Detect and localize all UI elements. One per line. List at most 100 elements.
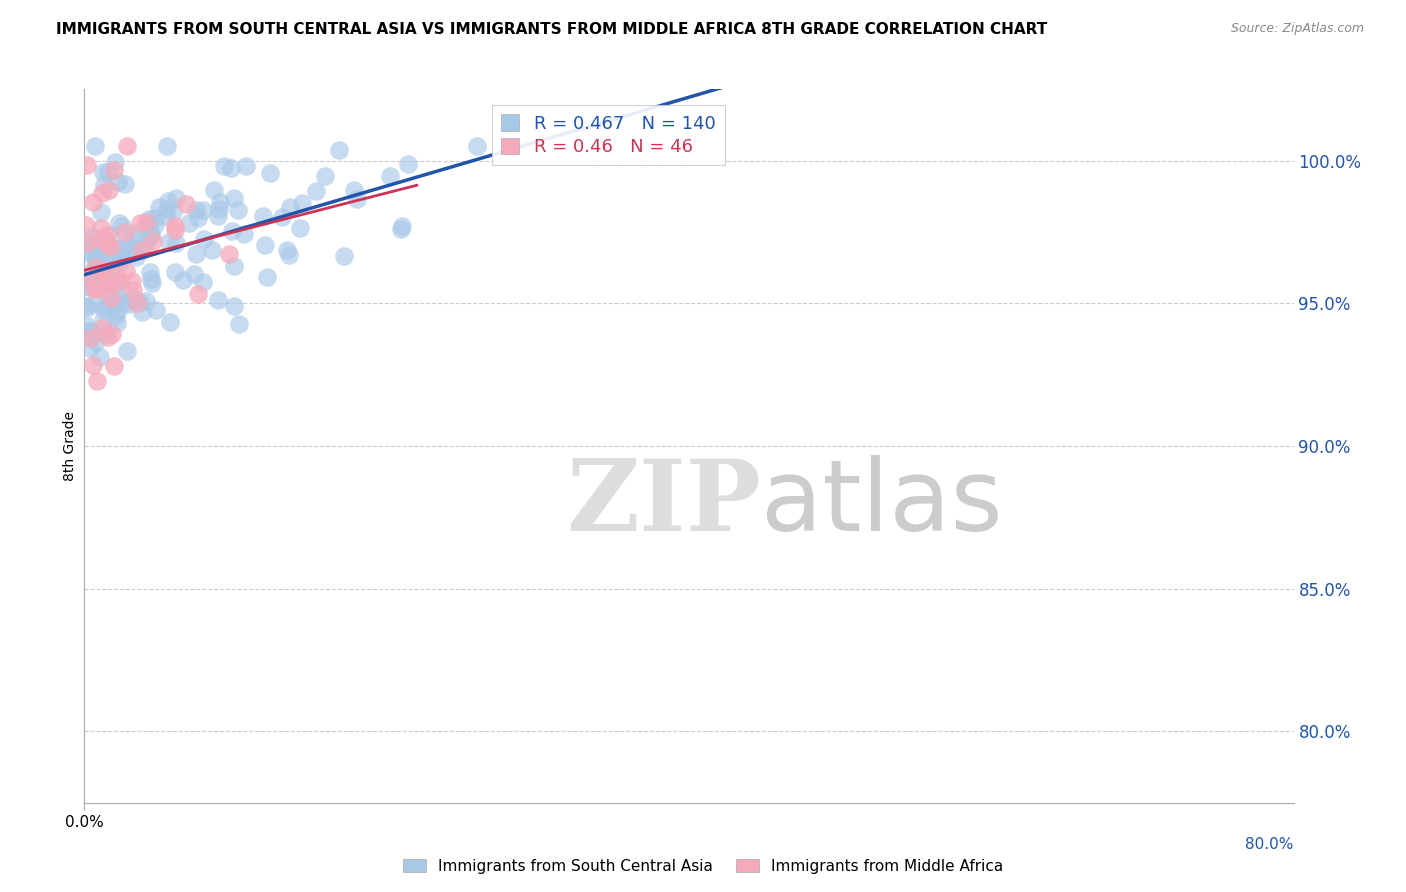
Point — [193, 232, 215, 246]
Point — [222, 260, 245, 274]
Point — [105, 316, 128, 330]
Text: atlas: atlas — [762, 455, 1002, 551]
Point — [89, 350, 111, 364]
Point — [75, 299, 97, 313]
Point — [98, 227, 121, 242]
Point — [142, 234, 165, 248]
Point — [159, 315, 181, 329]
Point — [121, 274, 143, 288]
Point — [143, 211, 166, 226]
Point — [333, 249, 356, 263]
Point — [84, 296, 107, 310]
Point — [108, 274, 131, 288]
Point — [101, 298, 124, 312]
Point — [111, 219, 134, 234]
Point — [135, 215, 157, 229]
Point — [83, 326, 105, 341]
Point — [80, 271, 103, 285]
Point — [75, 218, 97, 232]
Point — [378, 169, 401, 184]
Point — [291, 196, 314, 211]
Point — [124, 226, 146, 240]
Point — [103, 163, 125, 178]
Point — [222, 300, 245, 314]
Point — [90, 321, 112, 335]
Point — [83, 139, 105, 153]
Point — [82, 229, 104, 244]
Point — [84, 335, 107, 350]
Point — [89, 274, 111, 288]
Point — [114, 178, 136, 192]
Point — [83, 282, 105, 296]
Point — [76, 158, 98, 172]
Point — [94, 326, 117, 341]
Point — [141, 227, 163, 241]
Point — [125, 241, 148, 255]
Point — [79, 269, 101, 284]
Point — [135, 294, 157, 309]
Point — [104, 309, 127, 323]
Point — [233, 227, 256, 241]
Point — [235, 159, 257, 173]
Point — [252, 209, 274, 223]
Point — [80, 264, 103, 278]
Point — [91, 263, 114, 277]
Point — [165, 265, 187, 279]
Point — [143, 219, 166, 233]
Point — [228, 317, 250, 331]
Point — [207, 293, 229, 308]
Point — [218, 246, 240, 260]
Point — [90, 205, 112, 219]
Legend: R = 0.467   N = 140, R = 0.46   N = 46: R = 0.467 N = 140, R = 0.46 N = 46 — [492, 105, 724, 165]
Point — [110, 249, 132, 263]
Point — [77, 279, 100, 293]
Point — [105, 305, 128, 319]
Point — [114, 225, 136, 239]
Point — [87, 265, 110, 279]
Point — [97, 285, 120, 299]
Point — [224, 191, 246, 205]
Point — [212, 159, 235, 173]
Point — [114, 236, 136, 251]
Point — [86, 281, 108, 295]
Point — [76, 243, 98, 257]
Point — [76, 269, 98, 284]
Point — [177, 216, 200, 230]
Point — [256, 269, 278, 284]
Point — [108, 257, 131, 271]
Point — [75, 233, 97, 247]
Point — [165, 191, 187, 205]
Point — [157, 235, 180, 249]
Point — [93, 302, 115, 317]
Point — [276, 244, 298, 258]
Point — [207, 209, 229, 223]
Point — [148, 200, 170, 214]
Point — [115, 264, 138, 278]
Point — [107, 252, 129, 266]
Point — [259, 166, 281, 180]
Point — [82, 358, 104, 372]
Point — [103, 359, 125, 374]
Point — [156, 202, 179, 216]
Point — [290, 221, 312, 235]
Point — [163, 223, 186, 237]
Point — [77, 324, 100, 338]
Point — [100, 291, 122, 305]
Point — [76, 300, 98, 314]
Point — [96, 234, 118, 248]
Point — [96, 268, 118, 283]
Point — [76, 236, 98, 251]
Point — [118, 297, 141, 311]
Point — [76, 245, 98, 260]
Point — [90, 186, 112, 201]
Point — [139, 228, 162, 243]
Point — [79, 341, 101, 355]
Point — [207, 202, 229, 217]
Text: Source: ZipAtlas.com: Source: ZipAtlas.com — [1230, 22, 1364, 36]
Point — [278, 200, 301, 214]
Point — [162, 205, 184, 219]
Point — [155, 209, 177, 223]
Point — [221, 161, 243, 175]
Point — [128, 295, 150, 310]
Point — [138, 212, 160, 227]
